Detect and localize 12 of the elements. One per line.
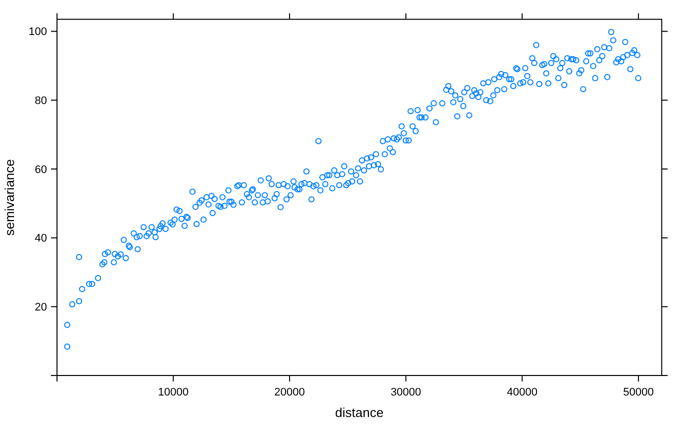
x-tick-label: 50000: [623, 386, 654, 398]
x-tick-label: 40000: [506, 386, 538, 398]
x-tick-label: 30000: [390, 386, 422, 398]
y-tick-label: 40: [34, 232, 47, 245]
y-tick-label: 80: [34, 95, 47, 108]
x-tick-label: 20000: [274, 386, 305, 398]
y-axis-title: semivariance: [2, 159, 17, 236]
y-tick-label: 20: [34, 302, 47, 314]
y-tick-label: 100: [28, 26, 47, 38]
x-tick-label: 10000: [158, 386, 189, 398]
y-tick-label: 60: [34, 164, 47, 176]
x-axis-title: distance: [335, 405, 384, 420]
